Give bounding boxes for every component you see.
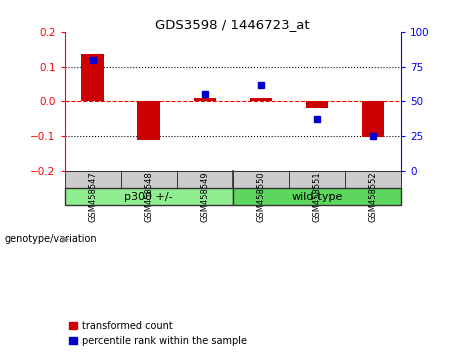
Bar bbox=[177, 171, 233, 188]
Text: GSM458552: GSM458552 bbox=[368, 171, 378, 222]
Text: p300 +/-: p300 +/- bbox=[124, 192, 173, 202]
Bar bbox=[137, 101, 160, 141]
Text: genotype/variation: genotype/variation bbox=[5, 234, 97, 244]
Text: wild-type: wild-type bbox=[291, 192, 343, 202]
Bar bbox=[194, 98, 216, 101]
Text: GSM458547: GSM458547 bbox=[88, 171, 97, 222]
Bar bbox=[306, 101, 328, 108]
Bar bbox=[250, 98, 272, 101]
Bar bbox=[289, 171, 345, 188]
Text: ▶: ▶ bbox=[62, 234, 70, 244]
Bar bbox=[82, 55, 104, 101]
Bar bbox=[233, 188, 401, 205]
Text: GSM458551: GSM458551 bbox=[313, 171, 321, 222]
Text: GSM458549: GSM458549 bbox=[200, 171, 209, 222]
Text: GSM458550: GSM458550 bbox=[256, 171, 266, 222]
Bar bbox=[121, 171, 177, 188]
Bar bbox=[362, 101, 384, 137]
Bar bbox=[65, 188, 233, 205]
Title: GDS3598 / 1446723_at: GDS3598 / 1446723_at bbox=[155, 18, 310, 31]
Bar bbox=[65, 171, 121, 188]
Bar bbox=[233, 171, 289, 188]
Legend: transformed count, percentile rank within the sample: transformed count, percentile rank withi… bbox=[70, 321, 247, 346]
Bar bbox=[345, 171, 401, 188]
Text: GSM458548: GSM458548 bbox=[144, 171, 153, 222]
